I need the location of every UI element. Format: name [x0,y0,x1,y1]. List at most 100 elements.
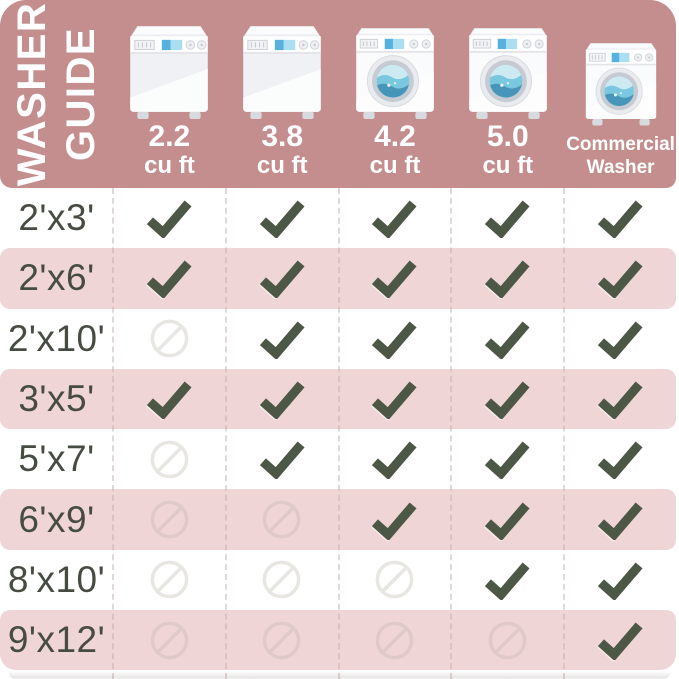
not-allowed-icon [373,619,416,662]
check-icon [368,439,420,479]
not-allowed-icon [148,558,191,601]
compat-cell [563,258,676,298]
compat-cell [113,379,226,419]
column-label-bottom: cu ft [369,151,421,179]
column-headers: 2.2 cu ft 3.8 cu ft 4.2 cu ft 5.0 cu ft Commerci… [113,0,677,188]
column-header-commercial: Commercial Washer [564,0,677,188]
compat-cell [563,379,676,419]
compat-cell [563,439,676,479]
check-icon [256,379,308,419]
column-label-bottom: cu ft [144,151,195,179]
compat-cell [451,500,564,540]
check-icon [481,258,533,298]
compat-cell [113,558,226,601]
check-icon [256,258,308,298]
check-icon [481,198,533,238]
compat-cell [226,198,339,238]
top-load-washer-icon [128,22,210,120]
column-label-top: Commercial [566,134,675,156]
compat-cell [563,319,676,359]
compat-cell [226,379,339,419]
rug-size-label: 2'x3' [18,197,95,239]
not-allowed-icon [148,619,191,662]
check-icon [368,379,420,419]
check-icon [143,198,195,238]
column-label-bottom: Washer [586,157,655,179]
table-row: 9'x12' [0,610,676,671]
rug-size-label: 3'x5' [18,378,95,420]
not-allowed-icon [260,498,303,541]
compat-cell [451,439,564,479]
check-icon [594,379,646,419]
check-icon [594,319,646,359]
check-icon [594,560,646,600]
check-icon [481,560,533,600]
front-load-washer-icon [467,22,549,120]
column-label-top: 3.8 [261,120,304,154]
compat-cell [113,198,226,238]
compat-cell [113,317,226,360]
compat-cell [451,198,564,238]
compat-cell [338,319,451,359]
compat-cell [226,558,339,601]
compat-cell [113,438,226,481]
compat-cell [451,379,564,419]
column-header-5-0-cu-ft: 5.0 cu ft [451,0,564,188]
compat-cell [451,319,564,359]
compat-cell [338,619,451,662]
check-icon [143,258,195,298]
check-icon [143,379,195,419]
check-icon [256,439,308,479]
check-icon [481,439,533,479]
compat-cell [338,500,451,540]
rug-size-label: 6'x9' [18,498,95,540]
header-banner: WASHER GUIDE 2.2 cu ft 3.8 cu ft 4.2 cu ft 5.0… [0,0,676,188]
not-allowed-icon [148,317,191,360]
compat-cell [226,619,339,662]
column-label-top: 4.2 [374,120,416,154]
column-label-bottom: cu ft [256,151,308,179]
column-header-4-2-cu-ft: 4.2 cu ft [339,0,452,188]
not-allowed-icon [260,558,303,601]
card-bottom-shadow [8,671,671,679]
check-icon [594,500,646,540]
not-allowed-icon [260,619,303,662]
not-allowed-icon [148,438,191,481]
compat-cell [226,498,339,541]
front-load-washer-icon [584,37,658,127]
compat-cell [563,198,676,238]
not-allowed-icon [148,498,191,541]
compat-cell [338,258,451,298]
washer-guide-title: WASHER GUIDE [8,2,106,187]
check-icon [594,258,646,298]
table-row: 6'x9' [0,489,676,550]
rug-size-label: 2'x10' [7,317,106,359]
compatibility-table: 2'x3' 2'x6' 2'x10' 3'x5' 5'x7' 6'x9' 8'x10' 9'x… [0,188,676,671]
rug-size-label: 8'x10' [7,558,106,600]
title-line-washer: WASHER [9,1,54,187]
check-icon [594,620,646,660]
compat-cell [451,258,564,298]
rug-size-label: 2'x6' [18,257,95,299]
check-icon [368,319,420,359]
table-row: 2'x10' [0,309,676,369]
check-icon [368,198,420,238]
compat-cell [226,319,339,359]
compat-cell [563,560,676,600]
compat-cell [113,258,226,298]
column-label-top: 5.0 [486,120,529,154]
table-row: 5'x7' [0,429,676,489]
compat-cell [338,439,451,479]
not-allowed-icon [486,619,529,662]
column-label-bottom: cu ft [482,151,534,179]
check-icon [256,319,308,359]
table-row: 3'x5' [0,368,676,430]
compat-cell [338,379,451,419]
title-block: WASHER GUIDE [0,0,113,188]
compat-cell [563,620,676,660]
compat-cell [338,558,451,601]
check-icon [368,500,420,540]
top-load-washer-icon [241,22,323,120]
compat-cell [451,619,564,662]
